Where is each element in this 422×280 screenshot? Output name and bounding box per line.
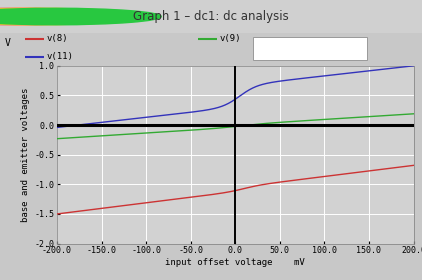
Circle shape <box>0 8 161 25</box>
Text: v(11): v(11) <box>46 52 73 61</box>
Text: Graph 1 – dc1: dc analysis: Graph 1 – dc1: dc analysis <box>133 10 289 23</box>
FancyBboxPatch shape <box>253 37 367 60</box>
Text: v(9): v(9) <box>219 34 241 43</box>
Circle shape <box>0 8 122 25</box>
Y-axis label: base and emitter voltages: base and emitter voltages <box>21 88 30 222</box>
X-axis label: input offset voltage    mV: input offset voltage mV <box>165 258 305 267</box>
Text: v(8): v(8) <box>46 34 68 43</box>
Circle shape <box>0 8 141 25</box>
Text: V: V <box>5 38 11 48</box>
